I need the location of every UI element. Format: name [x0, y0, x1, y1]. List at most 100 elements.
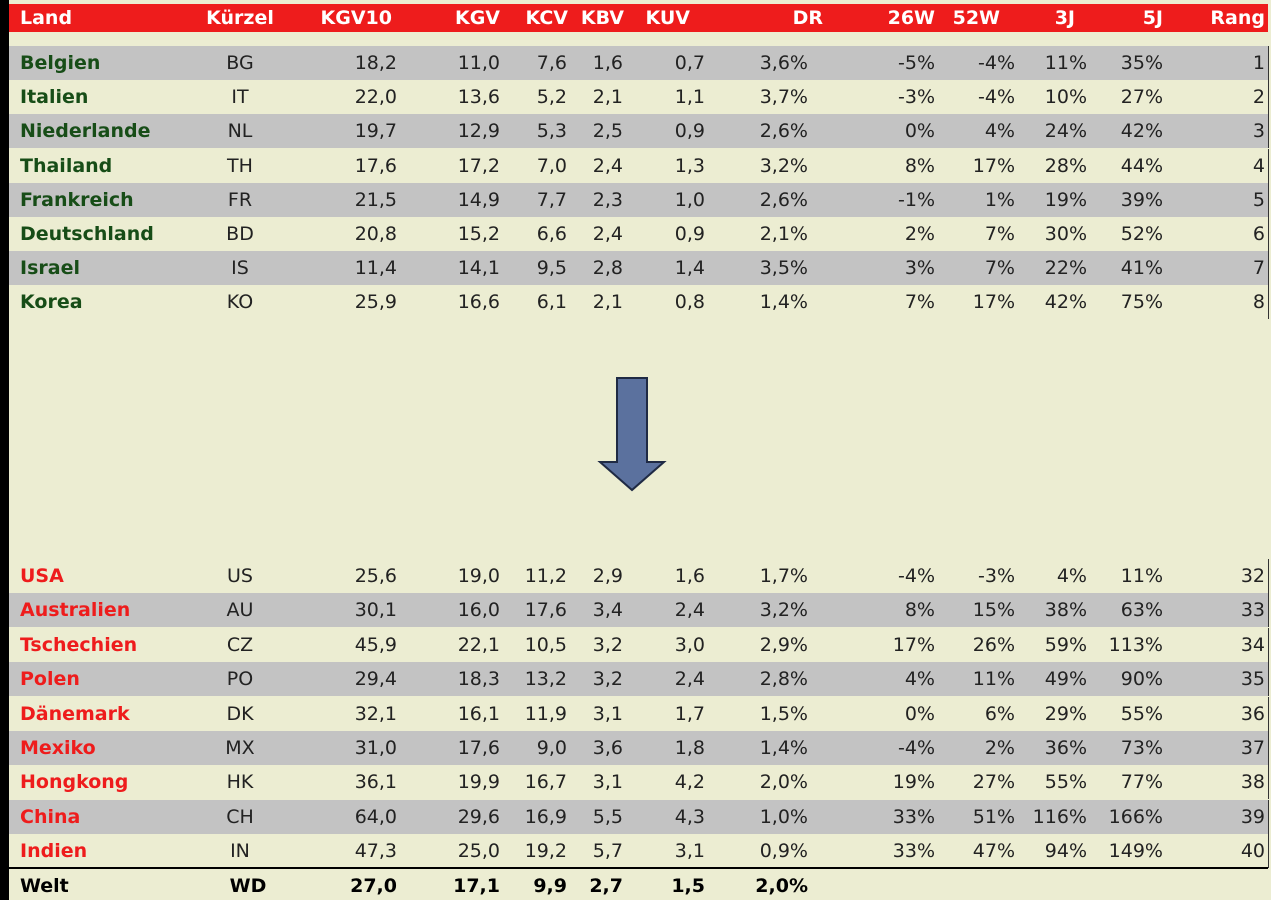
cell: 4,2 — [674, 771, 705, 794]
cell: 16,9 — [524, 805, 567, 828]
cell: 16,0 — [457, 599, 500, 622]
country-name: Indien — [20, 840, 88, 863]
cell: 25,9 — [354, 291, 397, 314]
cell: AU — [226, 599, 254, 622]
cell: 55% — [1044, 771, 1087, 794]
column-header: KCV — [525, 7, 568, 29]
cell: 30% — [1044, 223, 1087, 245]
cell: 12,9 — [457, 120, 500, 143]
cell: 37 — [1240, 737, 1265, 759]
cell: 19,0 — [457, 565, 500, 587]
table-row: Indien IN 47,3 25,0 19,2 5,7 3,1 0,9% 33% 47% 94% 1… — [9, 834, 1269, 869]
cell: CH — [226, 805, 254, 828]
cell: 29,4 — [354, 668, 397, 691]
cell: 29% — [1044, 702, 1087, 725]
table-row: Tschechien CZ 45,9 22,1 10,5 3,2 3,0 2,9% 17% 26%… — [9, 627, 1269, 662]
cell: 6,6 — [536, 223, 567, 245]
cell: 3,2% — [759, 154, 808, 177]
cell: 42% — [1120, 120, 1163, 143]
cell: 17,6 — [457, 737, 500, 759]
cell: 7,6 — [536, 52, 567, 74]
cell: 3,7% — [759, 86, 808, 109]
cell: HK — [226, 771, 254, 794]
cell: IS — [231, 257, 249, 280]
cell: -4% — [898, 737, 935, 759]
cell: 75% — [1120, 291, 1163, 314]
cell: -4% — [978, 86, 1015, 109]
country-name: Israel — [20, 257, 80, 280]
cell: 2,6% — [759, 188, 808, 211]
cell: 13,6 — [457, 86, 500, 109]
cell: 0,9% — [759, 840, 808, 863]
cell: IT — [231, 86, 249, 109]
cell: BG — [226, 52, 254, 74]
border — [0, 0, 9, 900]
cell: 41% — [1120, 257, 1163, 280]
cell: 45,9 — [354, 633, 397, 656]
cell: 36,1 — [354, 771, 397, 794]
cell: 0% — [904, 702, 935, 725]
column-header: DR — [792, 7, 823, 29]
cell: 38% — [1044, 599, 1087, 622]
cell: 11,2 — [524, 565, 567, 587]
table-row: USA US 25,6 19,0 11,2 2,9 1,6 1,7% -4% -3% 4% 11% 32 — [9, 559, 1269, 593]
cell: 2,3 — [592, 188, 623, 211]
cell: KO — [226, 291, 254, 314]
country-name: Polen — [20, 668, 80, 691]
cell: 19,2 — [524, 840, 567, 863]
cell: 55% — [1120, 702, 1163, 725]
cell: 2% — [904, 223, 935, 245]
table-row: Belgien BG 18,2 11,0 7,6 1,6 0,7 3,6% -5% -4% 11% 3… — [9, 46, 1269, 80]
cell: -1% — [898, 188, 935, 211]
cell: 8% — [904, 599, 935, 622]
cell: 13,2 — [524, 668, 567, 691]
cell: MX — [225, 737, 255, 759]
down-arrow — [597, 377, 667, 492]
cell: 16,6 — [457, 291, 500, 314]
cell: 10,5 — [524, 633, 567, 656]
cell: -3% — [978, 565, 1015, 587]
cell: 1,4% — [759, 737, 808, 759]
cell: 2,5 — [592, 120, 623, 143]
cell: 10% — [1044, 86, 1087, 109]
cell: 2,1 — [592, 86, 623, 109]
cell: 11% — [1120, 565, 1163, 587]
cell: 25,6 — [354, 565, 397, 587]
country-name: China — [20, 805, 81, 828]
cell: 2,9 — [592, 565, 623, 587]
cell: 5 — [1252, 188, 1265, 211]
table-row: Australien AU 30,1 16,0 17,6 3,4 2,4 3,2% 8% 15% 3… — [9, 593, 1269, 628]
cell: 149% — [1108, 840, 1163, 863]
cell: 3 — [1252, 120, 1265, 143]
cell: 1,1 — [674, 86, 705, 109]
cell: -5% — [898, 52, 935, 74]
cell: 5,2 — [536, 86, 567, 109]
cell: 113% — [1108, 633, 1163, 656]
country-name: Thailand — [20, 154, 113, 177]
cell: 0,9 — [674, 223, 705, 245]
cell: 3,6% — [759, 52, 808, 74]
cell: 3,1 — [592, 771, 623, 794]
cell: 2,6% — [759, 120, 808, 143]
cell: 42% — [1044, 291, 1087, 314]
country-name: Australien — [20, 599, 131, 622]
cell: 19,9 — [457, 771, 500, 794]
column-header: 5J — [1142, 7, 1163, 29]
cell: 15,2 — [457, 223, 500, 245]
cell: 1 — [1252, 52, 1265, 74]
column-header: Kürzel — [206, 7, 274, 29]
cell: 49% — [1044, 668, 1087, 691]
cell: 63% — [1120, 599, 1163, 622]
column-header: KGV10 — [320, 7, 392, 29]
cell: 33% — [892, 805, 935, 828]
cell: 3,0 — [674, 633, 705, 656]
table-row: Dänemark DK 32,1 16,1 11,9 3,1 1,7 1,5% 0% 6% 29% 5… — [9, 696, 1269, 731]
cell: 52% — [1120, 223, 1163, 245]
country-name: Frankreich — [20, 188, 134, 211]
cell: 17% — [892, 633, 935, 656]
cell: 6% — [984, 702, 1015, 725]
cell: 1% — [984, 188, 1015, 211]
country-name: Niederlande — [20, 120, 151, 143]
cell: 1,7% — [759, 565, 808, 587]
cell: 2,4 — [592, 223, 623, 245]
